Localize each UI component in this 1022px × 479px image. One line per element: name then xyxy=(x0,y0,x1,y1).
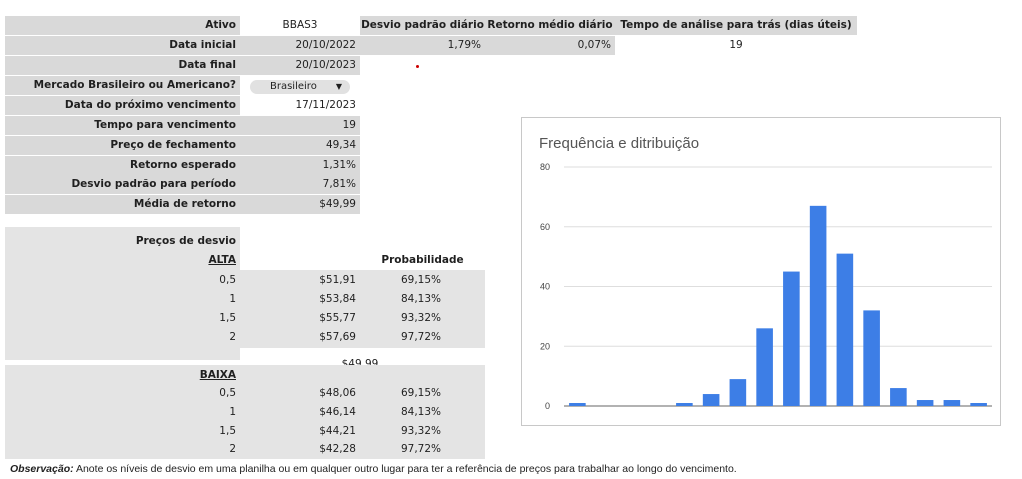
baixa-nivel: 2 xyxy=(229,443,236,455)
histogram-bar xyxy=(756,328,773,406)
baixa-preco: $42,28 xyxy=(319,443,356,455)
alta-nivel: 0,5 xyxy=(219,274,236,286)
alta-prob: 84,13% xyxy=(400,293,441,305)
histogram-bar xyxy=(970,403,987,406)
histogram-bar xyxy=(890,388,907,406)
baixa-prob: 97,72% xyxy=(400,443,441,455)
desvio-diario-header: Desvio padrão diário xyxy=(360,16,485,35)
baixa-prob: 69,15% xyxy=(400,387,441,399)
histogram-bar xyxy=(836,253,854,406)
histogram-bar xyxy=(702,394,720,406)
desvio-bg-left xyxy=(5,227,240,360)
baixa-label: BAIXA xyxy=(199,369,236,381)
baixa-nivel: 1 xyxy=(229,406,236,418)
media-value: $49,99 xyxy=(240,195,360,214)
alta-nivel: 2 xyxy=(229,331,236,343)
chart-svg: 0 20 40 60 80 xyxy=(540,162,992,411)
histogram-bar xyxy=(676,403,693,406)
alta-preco: $55,77 xyxy=(319,312,356,324)
histogram-bar xyxy=(863,310,880,406)
histogram-bar xyxy=(943,400,961,406)
ativo-label: Ativo xyxy=(5,16,240,35)
y-tick-label: 80 xyxy=(540,162,550,172)
y-tick-label: 0 xyxy=(545,401,550,411)
tempo-venc-label: Tempo para vencimento xyxy=(5,116,240,135)
chart-title: Frequência e ditribuição xyxy=(539,135,700,152)
mercado-dropdown-value: Brasileiro xyxy=(270,81,317,92)
histogram-bar xyxy=(809,205,827,406)
alta-prob: 97,72% xyxy=(400,331,441,343)
vencimento-value[interactable]: 17/11/2023 xyxy=(240,96,360,115)
mercado-label: Mercado Brasileiro ou Americano? xyxy=(5,76,240,95)
histogram-bar xyxy=(729,379,747,406)
ativo-input[interactable]: BBAS3 xyxy=(240,16,360,35)
tempo-analise-value[interactable]: 19 xyxy=(729,39,743,51)
prob-header: Probabilidade xyxy=(360,251,485,270)
tempo-venc-value: 19 xyxy=(240,116,360,135)
desvio-bg-right xyxy=(240,270,485,348)
vencimento-label: Data do próximo vencimento xyxy=(5,96,240,115)
tempo-analise-header: Tempo de análise para trás (dias úteis) xyxy=(615,16,857,35)
media-label: Média de retorno xyxy=(5,195,240,214)
baixa-nivel: 1,5 xyxy=(219,425,236,437)
data-final-label: Data final xyxy=(5,56,240,75)
caret-down-icon: ▼ xyxy=(335,82,342,91)
desvio-title: Preços de desvio xyxy=(135,235,236,247)
desvio-diario-value: 1,79% xyxy=(360,36,485,55)
alta-nivel: 1 xyxy=(229,293,236,305)
histogram-bar xyxy=(783,271,800,406)
baixa-nivel: 0,5 xyxy=(219,387,236,399)
y-tick-label: 20 xyxy=(540,341,550,351)
baixa-preco: $46,14 xyxy=(319,406,356,418)
desvio-periodo-label: Desvio padrão para período xyxy=(5,175,240,194)
alta-label: ALTA xyxy=(208,254,236,266)
preco-label: Preço de fechamento xyxy=(5,136,240,155)
baixa-prob: 93,32% xyxy=(400,425,441,437)
retorno-diario-header: Retorno médio diário xyxy=(485,16,615,35)
alta-prob: 93,32% xyxy=(400,312,441,324)
baixa-bg xyxy=(5,365,485,459)
alta-preco: $57,69 xyxy=(319,331,356,343)
red-dot-mark xyxy=(416,65,419,68)
mercado-dropdown[interactable]: Brasileiro ▼ xyxy=(250,80,350,94)
histogram-bar xyxy=(916,400,934,406)
data-final-value[interactable]: 20/10/2023 xyxy=(240,56,360,75)
observacao-label: Observação: xyxy=(10,463,74,475)
preco-value: 49,34 xyxy=(240,136,360,155)
y-tick-label: 40 xyxy=(540,282,550,292)
y-tick-label: 60 xyxy=(540,222,550,232)
histogram-chart[interactable]: Frequência e ditribuição 0 20 40 60 80 xyxy=(521,117,1001,426)
data-inicial-value[interactable]: 20/10/2022 xyxy=(240,36,360,55)
baixa-prob: 84,13% xyxy=(400,406,441,418)
observacao-note: Observação: Anote os níveis de desvio em… xyxy=(0,459,1022,479)
alta-prob: 69,15% xyxy=(400,274,441,286)
alta-preco: $53,84 xyxy=(319,293,356,305)
histogram-bar xyxy=(569,403,586,406)
retorno-diario-value: 0,07% xyxy=(485,36,615,55)
baixa-preco: $44,21 xyxy=(319,425,356,437)
data-inicial-label: Data inicial xyxy=(5,36,240,55)
alta-preco: $51,91 xyxy=(319,274,356,286)
alta-nivel: 1,5 xyxy=(219,312,236,324)
baixa-preco: $48,06 xyxy=(319,387,356,399)
retorno-esp-value: 1,31% xyxy=(240,156,360,175)
desvio-periodo-value: 7,81% xyxy=(240,175,360,194)
observacao-text: Anote os níveis de desvio em uma planilh… xyxy=(75,463,737,475)
retorno-esp-label: Retorno esperado xyxy=(5,156,240,175)
